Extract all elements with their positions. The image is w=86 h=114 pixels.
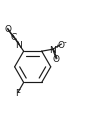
Text: O: O [4, 25, 11, 34]
Text: C: C [10, 33, 16, 41]
Text: N: N [15, 40, 22, 49]
Text: -: - [64, 38, 66, 47]
Text: N: N [49, 45, 56, 54]
Text: +: + [54, 43, 59, 48]
Text: O: O [58, 40, 65, 49]
Text: F: F [15, 88, 21, 97]
Text: O: O [53, 55, 60, 64]
